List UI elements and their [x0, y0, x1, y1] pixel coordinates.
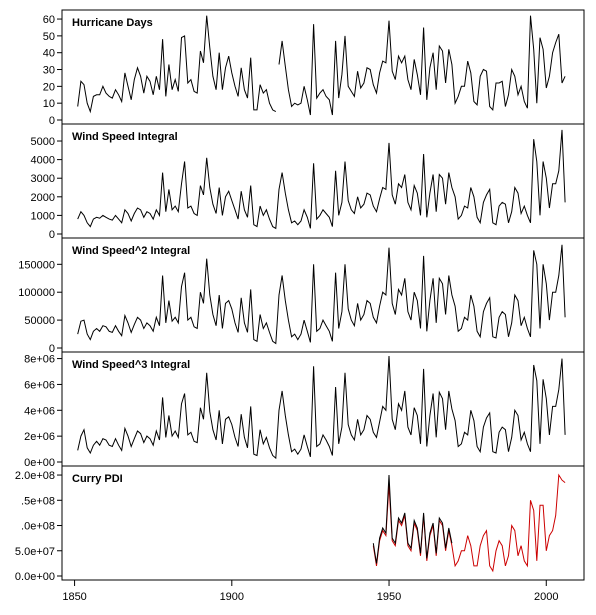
x-tick-label: 1900: [220, 591, 244, 603]
y-tick-label: 4e+06: [24, 405, 55, 417]
y-tick-label: 2000: [31, 192, 55, 204]
y-tick-label: 6e+06: [24, 379, 55, 391]
y-tick-label: 40: [43, 48, 55, 60]
series-line-1-seg-1: [77, 129, 566, 230]
panel-title: Wind Speed Integral: [72, 131, 178, 143]
y-tick-label: .0e+08: [21, 521, 55, 533]
series-line-1-seg-1: [77, 355, 566, 460]
panel-title: Wind Speed^2 Integral: [72, 245, 190, 257]
panel-5: 0.0e+00 5.0e+07 .0e+08 .5e+08 2.0e+08 Curry P…: [15, 465, 585, 583]
series-line-1-seg-2: [278, 15, 566, 116]
y-tick-label: 0: [49, 229, 55, 241]
panel-title: Hurricane Days: [72, 17, 153, 29]
y-tick-label: 5000: [31, 136, 55, 148]
series-line-1-seg-1: [77, 244, 566, 345]
x-tick-label: 2000: [534, 591, 558, 603]
y-tick-label: 0.0e+00: [15, 571, 55, 583]
y-tick-label: 50: [43, 31, 55, 43]
panel-1: 0 10 20 30 40 50 60 Hurricane Days: [43, 9, 585, 127]
series-line-1-seg-1: [77, 15, 277, 114]
y-tick-label: 1000: [31, 210, 55, 222]
y-tick-label: 150000: [18, 259, 55, 271]
y-tick-label: 60: [43, 14, 55, 26]
panel-2: 0 1000 2000 3000 4000 5000 Wind Speed Integral: [31, 123, 585, 241]
y-tick-label: 4000: [31, 155, 55, 167]
y-tick-label: 8e+06: [24, 354, 55, 366]
y-tick-label: 2e+06: [24, 431, 55, 443]
series-line-2-seg-1: [372, 474, 453, 564]
panel-title: Wind Speed^3 Integral: [72, 359, 190, 371]
panel-frame: [61, 465, 585, 581]
x-tick-label: 1850: [62, 591, 86, 603]
y-tick-label: 10: [43, 98, 55, 110]
panel-4: 0e+00 2e+06 4e+06 6e+06 8e+06 Wind Speed^3 In…: [24, 351, 585, 469]
y-tick-label: 0: [49, 343, 55, 355]
y-tick-label: 20: [43, 81, 55, 93]
y-tick-label: 0: [49, 115, 55, 127]
x-tick-label: 1950: [377, 591, 401, 603]
y-tick-label: 0e+00: [24, 457, 55, 469]
y-tick-label: 30: [43, 65, 55, 77]
y-tick-label: 3000: [31, 173, 55, 185]
y-tick-label: 50000: [24, 315, 55, 327]
panel-title: Curry PDI: [72, 473, 123, 485]
y-tick-label: .5e+08: [21, 495, 55, 507]
y-tick-label: 100000: [18, 287, 55, 299]
panel-3: 0 50000 100000 150000 Wind Speed^2 Integral: [18, 237, 585, 355]
y-tick-label: 5.0e+07: [15, 546, 55, 558]
y-tick-label: 2.0e+08: [15, 470, 55, 482]
